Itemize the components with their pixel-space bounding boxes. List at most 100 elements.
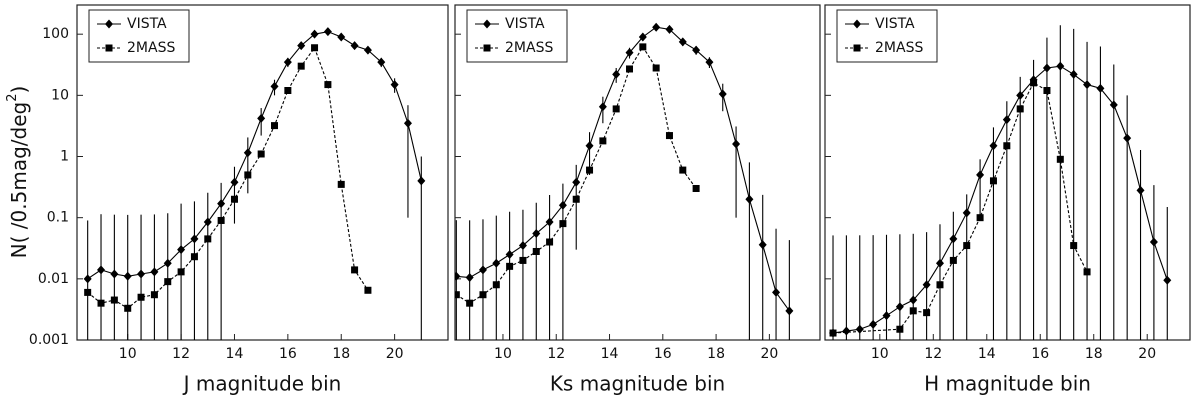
marker bbox=[922, 280, 931, 290]
x-axis-label: J magnitude bin bbox=[182, 372, 342, 396]
plot-frame bbox=[454, 4, 821, 341]
marker bbox=[585, 141, 594, 151]
marker bbox=[882, 311, 891, 321]
marker bbox=[1096, 83, 1105, 93]
marker bbox=[869, 319, 878, 329]
x-tick-label: 12 bbox=[172, 346, 190, 362]
marker bbox=[351, 266, 359, 274]
marker bbox=[483, 44, 491, 52]
marker bbox=[909, 307, 917, 315]
marker bbox=[164, 278, 172, 286]
marker bbox=[150, 291, 158, 299]
marker bbox=[324, 81, 332, 89]
marker bbox=[1043, 87, 1051, 95]
x-tick-label: 16 bbox=[279, 346, 297, 362]
marker bbox=[257, 150, 265, 158]
marker bbox=[923, 309, 931, 317]
marker bbox=[829, 329, 837, 337]
marker bbox=[962, 208, 971, 218]
x-tick-label: 18 bbox=[707, 346, 725, 362]
marker bbox=[150, 267, 159, 277]
legend-label: VISTA bbox=[875, 16, 915, 32]
marker bbox=[350, 41, 359, 51]
marker bbox=[417, 176, 426, 186]
marker bbox=[936, 281, 944, 289]
marker bbox=[83, 274, 92, 284]
marker bbox=[1070, 242, 1078, 250]
marker bbox=[909, 295, 918, 305]
marker bbox=[124, 304, 132, 312]
x-tick-label: 10 bbox=[494, 346, 512, 362]
marker bbox=[612, 69, 621, 79]
marker bbox=[963, 242, 971, 250]
marker bbox=[1109, 100, 1118, 110]
marker bbox=[572, 195, 580, 203]
x-tick-label: 10 bbox=[871, 346, 889, 362]
marker bbox=[270, 81, 279, 91]
legend-label: 2MASS bbox=[875, 40, 923, 56]
series-line bbox=[832, 65, 1168, 334]
marker bbox=[895, 302, 904, 312]
marker bbox=[638, 32, 647, 42]
marker bbox=[1056, 155, 1064, 163]
marker bbox=[639, 43, 647, 51]
marker bbox=[217, 199, 226, 209]
marker bbox=[1083, 268, 1091, 276]
marker bbox=[519, 256, 527, 264]
x-tick-label: 10 bbox=[119, 346, 137, 362]
marker bbox=[244, 171, 252, 179]
x-tick-label: 20 bbox=[1138, 346, 1156, 362]
marker bbox=[455, 291, 460, 299]
marker bbox=[679, 166, 687, 174]
x-tick-label: 12 bbox=[547, 346, 565, 362]
marker bbox=[97, 299, 105, 307]
marker bbox=[203, 217, 212, 227]
marker bbox=[505, 249, 514, 259]
y-tick-label: 0.1 bbox=[47, 210, 69, 226]
marker bbox=[989, 177, 997, 185]
marker bbox=[1069, 69, 1078, 79]
marker bbox=[97, 265, 106, 275]
plot-area bbox=[83, 27, 426, 340]
marker bbox=[217, 216, 225, 224]
marker bbox=[479, 291, 487, 299]
x-tick-label: 20 bbox=[386, 346, 404, 362]
marker bbox=[1016, 105, 1024, 113]
marker bbox=[976, 214, 984, 222]
marker bbox=[853, 44, 861, 52]
marker bbox=[483, 19, 491, 29]
marker bbox=[323, 27, 332, 37]
x-tick-label: 14 bbox=[601, 346, 619, 362]
marker bbox=[559, 220, 567, 228]
marker bbox=[190, 253, 198, 261]
x-axis-label: H magnitude bin bbox=[924, 372, 1091, 396]
marker bbox=[137, 269, 146, 279]
marker bbox=[678, 37, 687, 47]
marker bbox=[105, 44, 113, 52]
marker bbox=[310, 29, 319, 39]
marker bbox=[652, 64, 660, 72]
marker bbox=[652, 22, 661, 32]
marker bbox=[989, 141, 998, 151]
marker bbox=[1163, 275, 1172, 285]
marker bbox=[1003, 142, 1011, 150]
marker bbox=[284, 87, 292, 95]
marker bbox=[545, 217, 554, 227]
y-axis-label-end: ) bbox=[7, 86, 31, 94]
marker bbox=[455, 271, 461, 281]
x-tick-label: 14 bbox=[978, 346, 996, 362]
marker bbox=[271, 122, 279, 130]
marker bbox=[230, 195, 238, 203]
plot-area bbox=[829, 25, 1172, 340]
marker bbox=[137, 293, 145, 301]
marker bbox=[612, 105, 620, 113]
y-axis-label-main: N( /0.5mag/deg bbox=[7, 102, 31, 259]
marker bbox=[949, 256, 957, 264]
x-tick-label: 16 bbox=[654, 346, 672, 362]
y-tick-label: 100 bbox=[42, 26, 69, 42]
marker bbox=[599, 137, 607, 145]
marker bbox=[465, 273, 474, 283]
marker bbox=[163, 258, 172, 268]
marker bbox=[466, 299, 474, 307]
